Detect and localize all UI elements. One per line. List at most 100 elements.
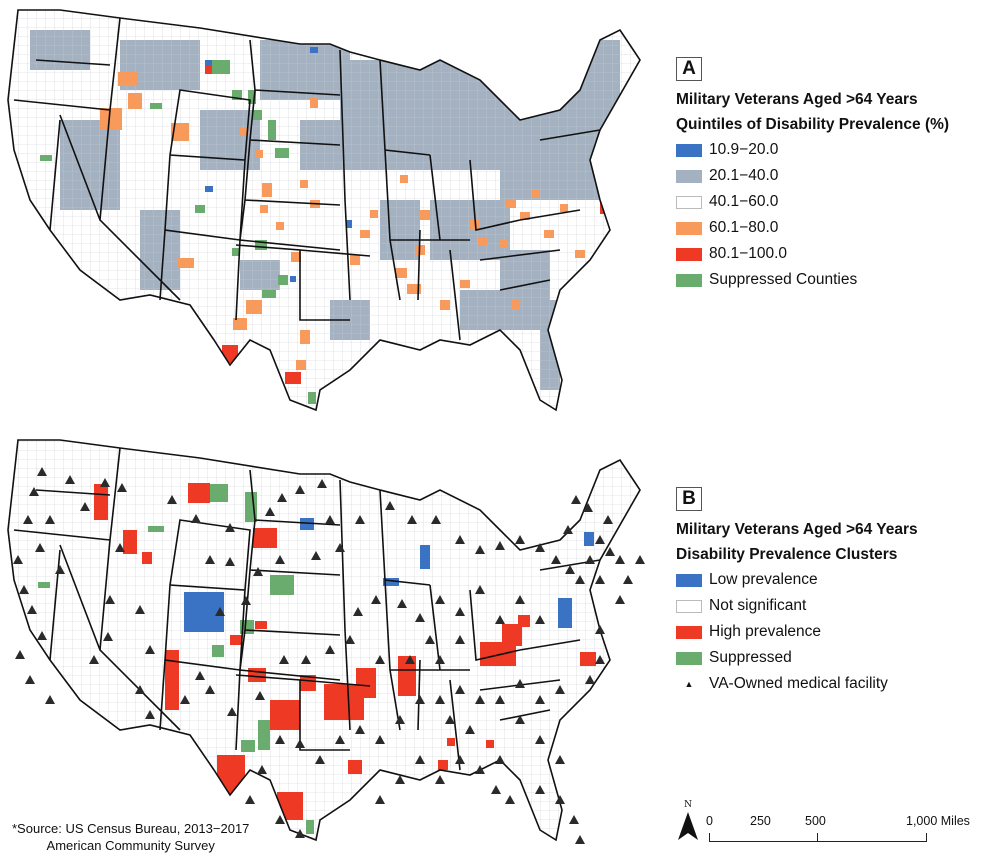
facility-triangle-icon: [55, 565, 65, 574]
county-patch-green: [40, 155, 52, 161]
cluster-patch-blue: [558, 598, 572, 628]
legend-b: B Military Veterans Aged >64 Years Disab…: [676, 487, 1000, 697]
facility-triangle-icon: [225, 523, 235, 532]
county-patch-orange: [506, 200, 516, 208]
facility-triangle-icon: [455, 685, 465, 694]
facility-triangle-icon: [355, 515, 365, 524]
facility-triangle-icon: [105, 595, 115, 604]
facility-triangle-icon: [265, 507, 275, 516]
county-patch-red: [285, 372, 301, 384]
county-patch-green: [232, 90, 242, 100]
cluster-patch-green: [306, 820, 314, 834]
county-patch-orange: [407, 284, 421, 294]
cluster-patch-green: [38, 582, 50, 588]
facility-triangle-icon: [585, 555, 595, 564]
legend-b-title-line2: Disability Prevalence Clusters: [676, 546, 898, 563]
facility-triangle-icon: [257, 765, 267, 774]
legend-b-item: High prevalence: [676, 619, 1000, 645]
facility-triangle-icon: [277, 493, 287, 502]
cluster-patch-red: [486, 740, 494, 748]
facility-triangle-icon: [445, 715, 455, 724]
facility-triangle-icon: [255, 691, 265, 700]
legend-a-items: 10.9−20.0 20.1−40.0 40.1−60.0 60.1−80.0 80.1…: [676, 137, 1000, 293]
facility-triangle-icon: [605, 547, 615, 556]
county-patch-green: [275, 148, 289, 158]
facility-triangle-icon: [191, 514, 201, 523]
facility-triangle-icon: [575, 575, 585, 584]
cluster-patch-red: [447, 738, 455, 746]
cluster-patch-red: [123, 530, 137, 554]
county-patch-orange: [128, 93, 142, 109]
county-patch-orange: [118, 72, 138, 86]
legend-a-label: 20.1−40.0: [709, 167, 779, 184]
facility-triangle-icon: [397, 599, 407, 608]
county-patch-green: [308, 392, 316, 404]
cluster-patch-red: [438, 760, 448, 770]
cluster-patch-blue: [420, 545, 430, 569]
county-patch-orange: [520, 212, 530, 220]
facility-triangle-icon: [595, 535, 605, 544]
county-patch-green: [248, 90, 256, 104]
county-patch-green: [212, 60, 230, 74]
county-patch-orange: [300, 180, 308, 188]
cluster-patch-red: [518, 615, 530, 627]
facility-triangle-icon: [603, 515, 613, 524]
county-patch-green: [195, 205, 205, 213]
map-b-clusters: [0, 430, 670, 866]
facility-triangle-icon: [455, 635, 465, 644]
county-patch-orange: [350, 255, 360, 265]
county-patch-green: [255, 240, 267, 250]
county-patch-blue: [310, 47, 318, 53]
county-patch-blue: [205, 60, 211, 66]
source-line2: American Community Survey: [46, 838, 215, 853]
county-patch-orange: [100, 108, 122, 130]
facility-triangle-icon: [295, 739, 305, 748]
legend-b-items: Low prevalence Not significant High preval…: [676, 567, 1000, 671]
facility-triangle-icon: [475, 585, 485, 594]
facility-triangle-icon: [535, 615, 545, 624]
facility-triangle-icon: [317, 479, 327, 488]
legend-a-title-line2: Quintiles of Disability Prevalence (%): [676, 116, 950, 133]
facility-triangle-icon: [585, 675, 595, 684]
facility-triangle-icon: [555, 755, 565, 764]
facility-triangle-icon: [65, 475, 75, 484]
cluster-patch-red: [398, 656, 416, 696]
county-patch-orange: [544, 230, 554, 238]
county-patch-orange: [532, 190, 540, 198]
county-patch-orange: [310, 98, 318, 108]
cluster-patch-green: [258, 720, 270, 750]
facility-triangle-icon: [315, 755, 325, 764]
facility-triangle-icon: [335, 543, 345, 552]
color-swatch: [676, 221, 702, 235]
facility-triangle-icon: [495, 541, 505, 550]
legend-b-item: Not significant: [676, 593, 1000, 619]
facility-triangle-icon: [435, 695, 445, 704]
legend-b-label: Suppressed: [709, 649, 792, 666]
triangle-icon: ▲: [684, 679, 694, 689]
cluster-patch-red: [502, 624, 522, 646]
facility-triangle-icon: [515, 535, 525, 544]
facility-triangle-icon: [215, 607, 225, 616]
facility-triangle-icon: [103, 632, 113, 641]
county-patch-orange: [500, 240, 508, 248]
facility-triangle-icon: [515, 595, 525, 604]
color-swatch: [676, 625, 702, 639]
facility-triangle-icon: [325, 645, 335, 654]
facility-triangle-icon: [117, 483, 127, 492]
legend-b-item-facility: ▲ VA-Owned medical facility: [676, 671, 1000, 697]
facility-triangle-icon: [551, 555, 561, 564]
legend-a: A Military Veterans Aged >64 Years Quint…: [676, 57, 1000, 293]
facility-triangle-icon: [455, 607, 465, 616]
facility-triangle-icon: [245, 795, 255, 804]
legend-a-item: 40.1−60.0: [676, 189, 1000, 215]
color-swatch: [676, 247, 702, 261]
facility-triangle-icon: [535, 543, 545, 552]
us-map-b: [8, 440, 640, 840]
cluster-patch-green: [210, 484, 228, 502]
facility-triangle-icon: [595, 655, 605, 664]
facility-triangle-icon: [80, 502, 90, 511]
cluster-patch-blue: [300, 518, 314, 530]
county-patch-orange: [291, 252, 301, 262]
cluster-patch-red: [253, 528, 277, 548]
legend-a-label: 60.1−80.0: [709, 219, 779, 236]
